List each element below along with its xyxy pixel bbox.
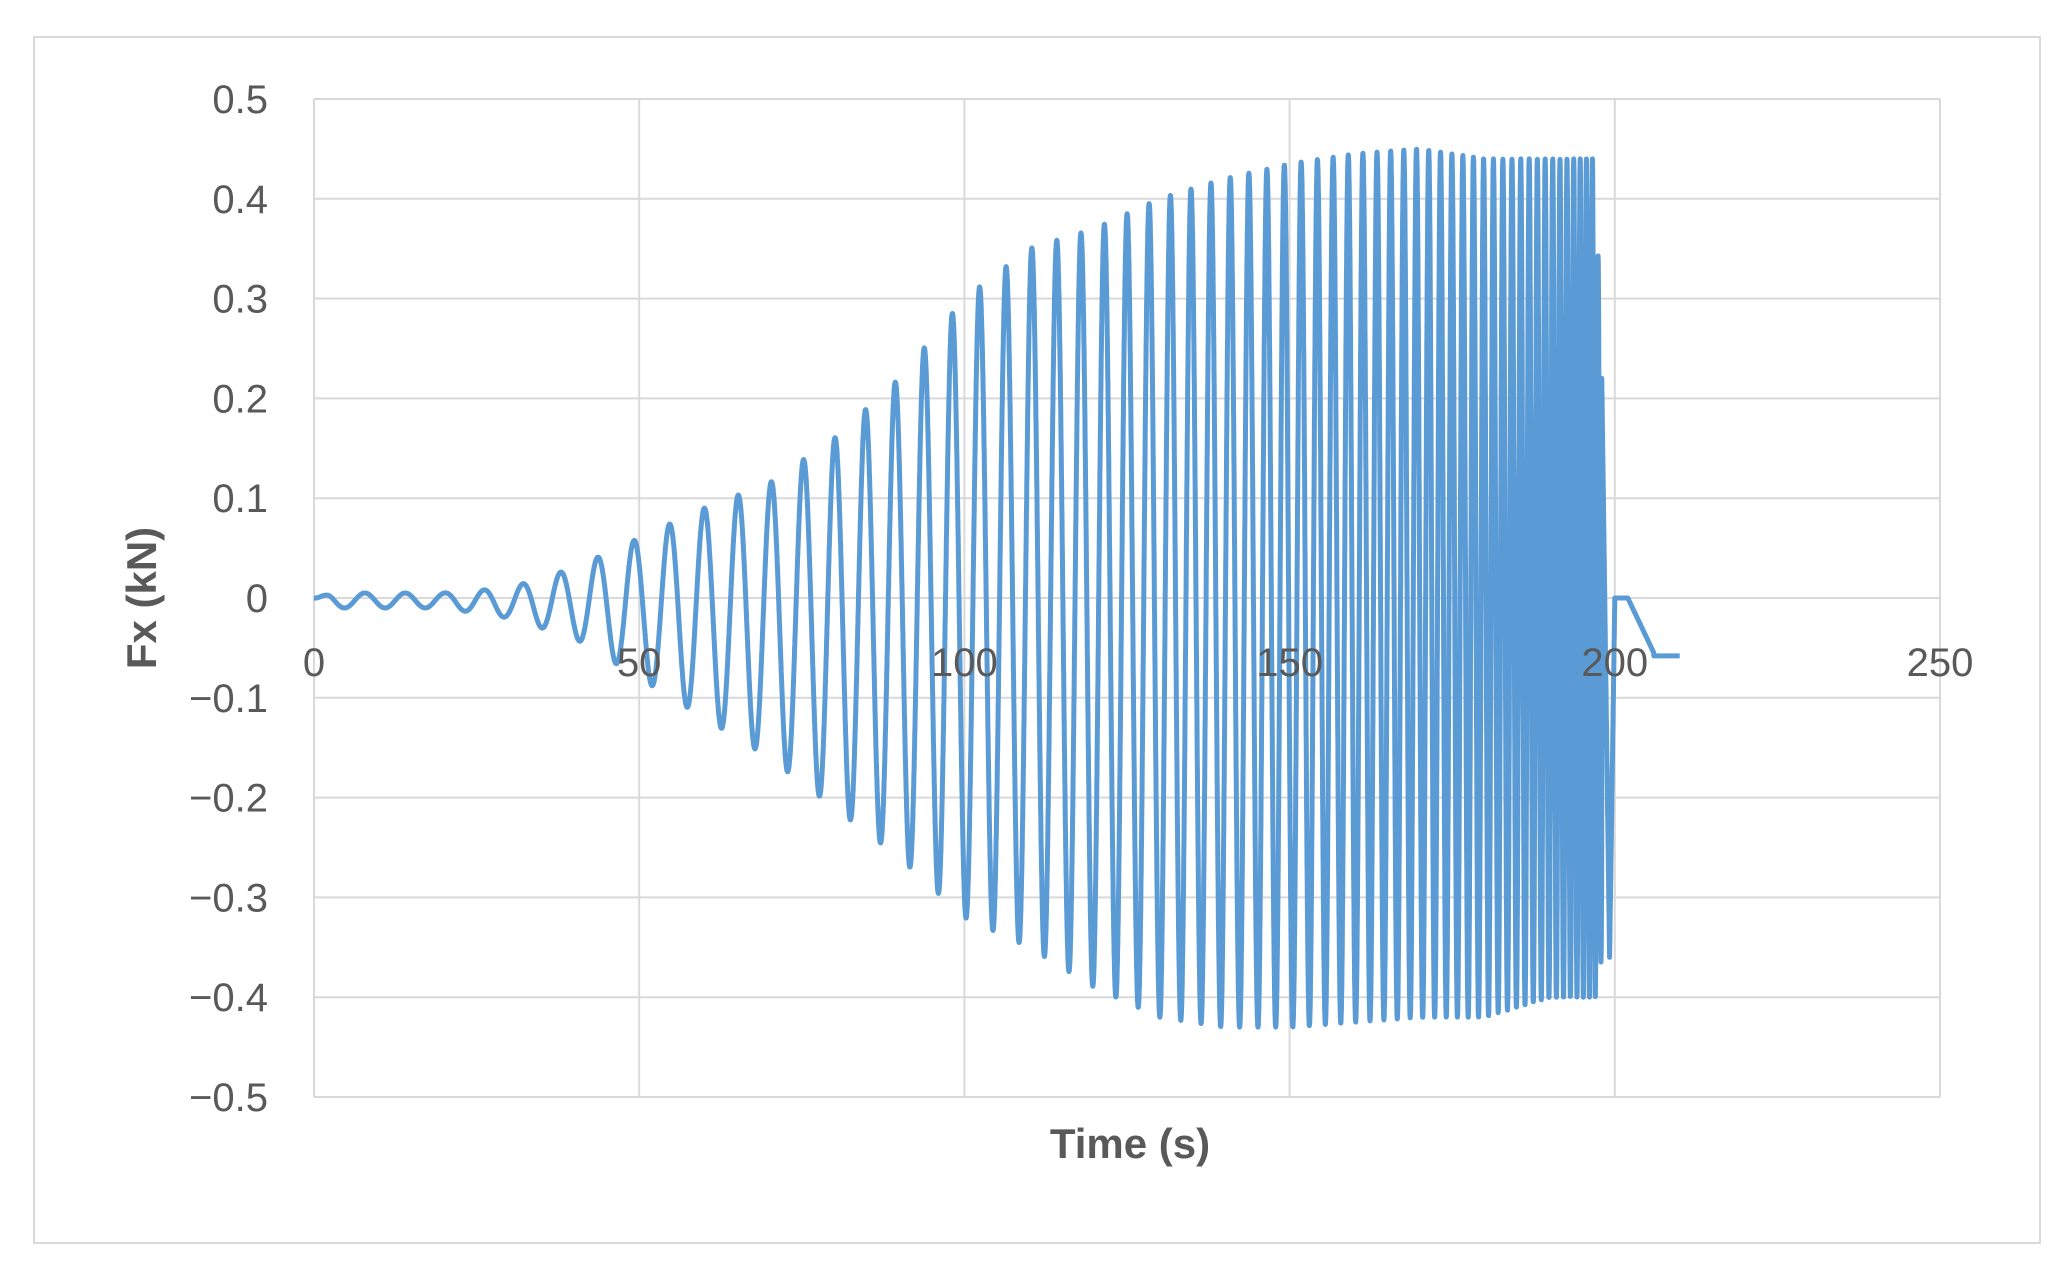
y-tick-label: 0.1 bbox=[212, 477, 268, 521]
y-tick-label: 0.3 bbox=[212, 278, 268, 322]
y-tick-label: 0.4 bbox=[212, 178, 268, 222]
x-axis-title: Time (s) bbox=[1050, 1120, 1210, 1167]
y-tick-label: −0.5 bbox=[189, 1076, 268, 1120]
y-tick-label: 0 bbox=[246, 577, 268, 621]
x-tick-label: 50 bbox=[617, 641, 662, 685]
x-tick-label: 200 bbox=[1581, 641, 1648, 685]
y-tick-label: 0.2 bbox=[212, 377, 268, 421]
y-tick-label: −0.4 bbox=[189, 976, 268, 1020]
tick-labels: 0.5 0.4 0.3 0.2 0.1 0 −0.1 −0.2 −0.3 −0.4 −0.5 0 50 1… bbox=[189, 78, 1973, 1120]
y-tick-label: −0.3 bbox=[189, 876, 268, 920]
y-axis-title: Fx (kN) bbox=[118, 527, 165, 669]
y-tick-label: −0.2 bbox=[189, 777, 268, 821]
x-tick-label: 150 bbox=[1256, 641, 1323, 685]
y-tick-label: −0.1 bbox=[189, 677, 268, 721]
x-tick-label: 0 bbox=[303, 641, 325, 685]
grid-lines bbox=[313, 98, 1941, 1098]
x-tick-label: 100 bbox=[931, 641, 998, 685]
x-tick-label: 250 bbox=[1907, 641, 1974, 685]
series-layer bbox=[311, 146, 1683, 1030]
y-tick-label: 0.5 bbox=[212, 78, 268, 122]
series-line-fx bbox=[311, 146, 1683, 1030]
